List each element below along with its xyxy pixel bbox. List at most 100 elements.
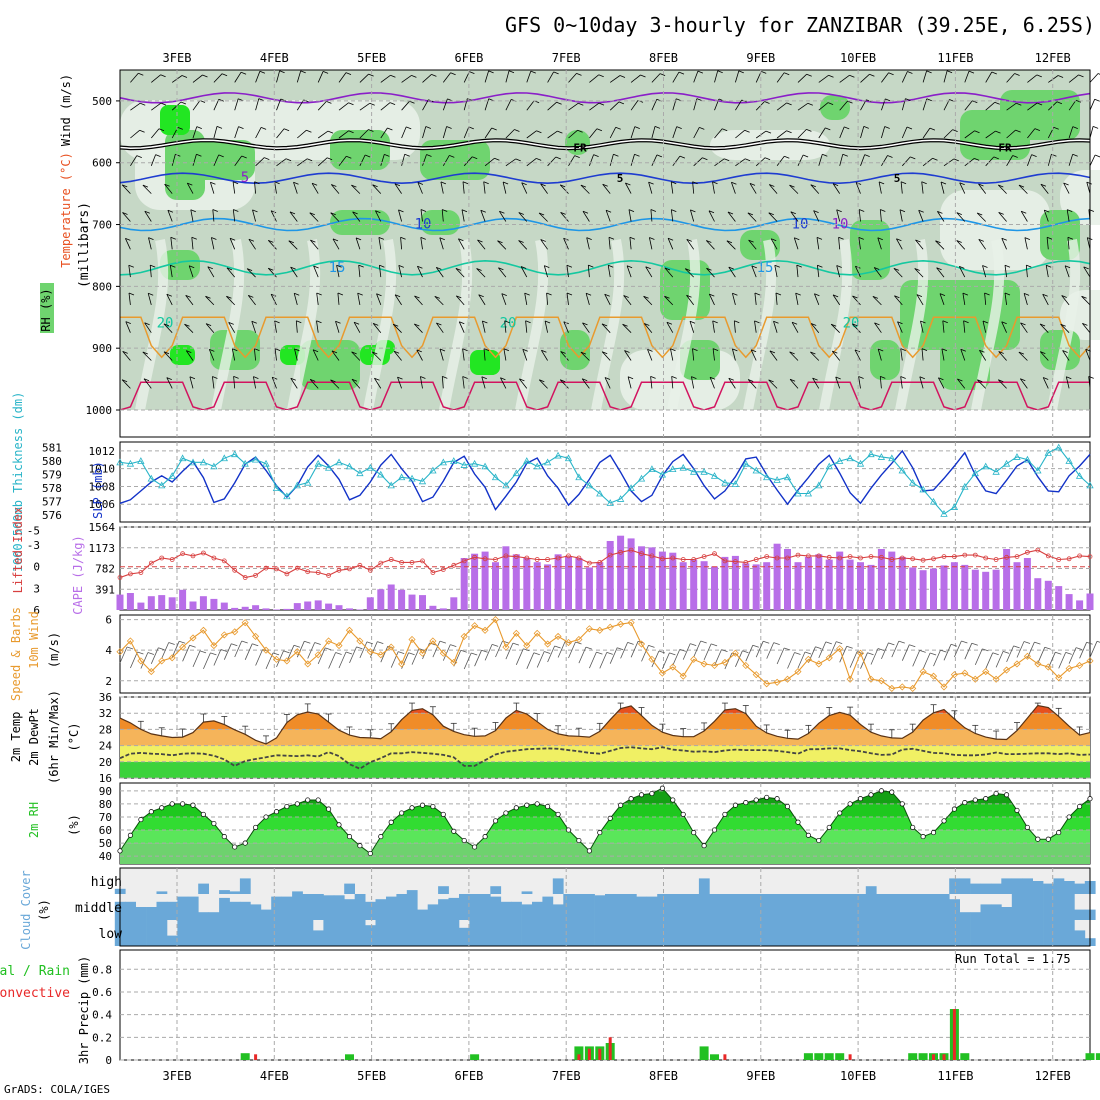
wind-barb [440, 181, 444, 194]
rh-marker [930, 830, 937, 836]
wind-barb [789, 379, 799, 389]
wind-barb-flag [995, 130, 1001, 134]
surface-barb [766, 642, 775, 659]
chart-title: GFS 0~10day 3-hourly for ZANZIBAR (39.25… [504, 13, 1095, 37]
wind-barb [901, 126, 908, 139]
wind-barb [462, 348, 465, 361]
wind-barb-flag [972, 100, 978, 104]
cape-bar [763, 562, 771, 610]
cape-bar [273, 609, 280, 610]
wind-barb [1027, 102, 1038, 111]
cloud-cover-cell [949, 920, 960, 946]
wind-barb [184, 323, 194, 333]
wind-barb-flag [900, 181, 907, 185]
cape-bar [596, 562, 604, 610]
wind-barb-flag [459, 321, 465, 325]
thickness-marker [909, 478, 917, 486]
wind-barb [1045, 265, 1049, 278]
wind-barb-flag [300, 70, 306, 74]
wind-barb-flag [1067, 236, 1074, 240]
temp-axis-label-1: 2m Temp [9, 712, 23, 763]
dewpoint-line [119, 746, 1091, 770]
wind-barb [1047, 154, 1052, 166]
surface-barb-flag [491, 644, 499, 647]
cloud-cover-cell [803, 894, 814, 920]
rh-band [120, 788, 1090, 791]
thickness-marker [554, 451, 562, 459]
surface-barb [505, 642, 514, 660]
cloud-cover-cell [219, 920, 230, 946]
surface-barb [828, 641, 837, 658]
cloud-cover-cell [135, 907, 147, 920]
wind-barb-flag [186, 350, 192, 353]
surface-barb [130, 651, 138, 669]
cloud-cover-cell [469, 920, 481, 946]
wind-barb-flag [582, 378, 588, 382]
wind-barb-flag [1092, 126, 1099, 129]
wind-barb-flag [916, 294, 923, 297]
wind-barb [296, 70, 302, 83]
wind-barb-flag [431, 74, 437, 77]
rh-marker [399, 810, 405, 816]
wind-barb-flag [814, 293, 820, 297]
rh-marker [346, 834, 353, 840]
wind-barb-flag [207, 266, 213, 270]
rh-marker [159, 805, 165, 811]
rh-dry-streak [895, 239, 929, 411]
wind-barb-flag [596, 128, 603, 132]
cloud-cover-cell [1032, 920, 1044, 946]
wind-barb-flag [144, 322, 150, 326]
precip-convective-bar [577, 1054, 581, 1060]
wind-barb-flag [187, 182, 193, 186]
wind-barb-flag [519, 378, 525, 382]
cloud-cover-cell [448, 897, 460, 920]
cloud-cover-cell [938, 920, 950, 946]
pressure-tick-label: 600 [92, 157, 112, 170]
wind-barb [482, 320, 486, 333]
wind-barb [629, 237, 632, 250]
wind-barb-flag [812, 377, 818, 381]
wind-barb-flag [462, 376, 468, 379]
pressure-axis-label: (millibars) [77, 202, 92, 288]
temp-tick-label: 36 [99, 691, 112, 704]
surface-barb [589, 651, 597, 669]
wind-barb-flag [520, 266, 527, 269]
wind-barb-flag [712, 348, 719, 351]
thickness-marker [231, 450, 239, 458]
surface-barb-flag [460, 649, 467, 653]
thickness-marker [1044, 449, 1052, 456]
surface-barb [703, 643, 712, 661]
wind-barb-flag [226, 267, 233, 271]
wind-barb [234, 71, 242, 83]
wind-barb-flag [536, 158, 542, 161]
pressure-tick-label: 1000 [86, 404, 113, 417]
wind-barb-flag [937, 211, 943, 214]
wind-barb-flag [598, 74, 604, 78]
wind-barb [417, 182, 423, 194]
wind-barb-flag [789, 351, 795, 355]
wind-barb-flag [676, 98, 682, 102]
wind-speed-marker [147, 668, 155, 676]
wind-barb-flag [212, 376, 218, 379]
wind-barb [355, 237, 361, 250]
wind-speed-marker [241, 619, 249, 627]
wind-barb-flag [142, 184, 149, 188]
run-total-label: Run Total = 1.75 [955, 952, 1071, 966]
wind-barb [483, 348, 486, 361]
wind-barb-flag [678, 71, 685, 75]
wind-barb-flag [953, 158, 959, 162]
wind-barb-flag [874, 322, 880, 326]
temp-contour-25 [119, 381, 1090, 411]
rh-marker [232, 844, 238, 850]
wind-barb-flag [232, 181, 239, 185]
wind-barb-flag [1001, 321, 1007, 325]
cloud-level-label: middle [75, 901, 122, 916]
wind-barb [255, 98, 260, 111]
wind-barb [442, 72, 451, 83]
wind-barb [664, 296, 674, 306]
wind-barb-flag [979, 349, 985, 353]
wind-speed-marker [387, 643, 395, 651]
wind-barb-flag [666, 321, 673, 325]
cloud-cover-cell [1022, 894, 1033, 920]
wind-barb [586, 237, 590, 250]
